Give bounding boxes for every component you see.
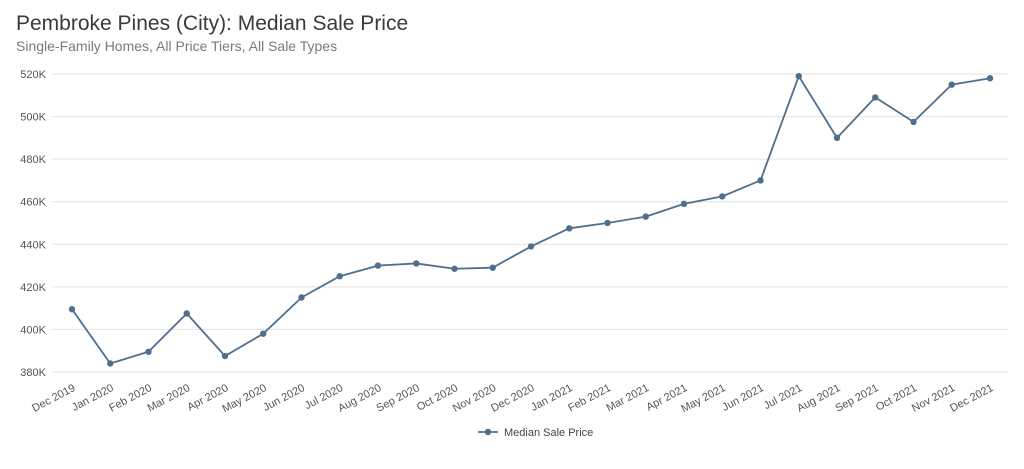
data-point bbox=[336, 273, 343, 280]
data-point bbox=[680, 200, 688, 208]
x-tick-label: Feb 2020 bbox=[107, 382, 154, 414]
legend-label: Median Sale Price bbox=[504, 427, 593, 439]
data-point bbox=[298, 294, 305, 301]
data-point bbox=[413, 260, 420, 267]
y-tick-label: 500K bbox=[20, 112, 46, 124]
x-tick-label: Feb 2021 bbox=[566, 382, 613, 414]
x-tick-label: Aug 2021 bbox=[795, 382, 842, 415]
x-tick-label: Dec 2020 bbox=[489, 382, 536, 415]
x-tick-label: Mar 2021 bbox=[604, 382, 651, 414]
data-point bbox=[642, 213, 649, 220]
data-point bbox=[757, 177, 764, 184]
data-point bbox=[489, 264, 496, 271]
data-point bbox=[566, 225, 573, 232]
series-line-median-sale-price bbox=[71, 75, 991, 365]
x-tick-label: Jun 2021 bbox=[720, 382, 766, 414]
data-point bbox=[833, 134, 841, 142]
legend-marker bbox=[484, 428, 492, 436]
x-tick-label: Dec 2019 bbox=[30, 382, 77, 415]
data-point bbox=[872, 94, 879, 101]
data-point bbox=[451, 265, 458, 272]
data-point bbox=[986, 75, 994, 82]
x-tick-label: Mar 2020 bbox=[145, 382, 192, 414]
x-tick-label: May 2020 bbox=[220, 382, 268, 415]
x-tick-label: May 2021 bbox=[679, 382, 727, 415]
data-point bbox=[183, 310, 190, 317]
x-tick-label: Sep 2021 bbox=[833, 382, 880, 415]
data-point bbox=[604, 219, 611, 227]
y-tick-label: 400K bbox=[20, 324, 46, 336]
data-point bbox=[795, 72, 802, 80]
y-tick-label: 380K bbox=[20, 367, 46, 379]
x-tick-label: Jun 2020 bbox=[261, 382, 307, 414]
data-point bbox=[68, 306, 76, 313]
x-tick-label: Nov 2020 bbox=[451, 382, 498, 415]
y-tick-label: 520K bbox=[20, 69, 46, 81]
data-point bbox=[374, 262, 382, 269]
y-tick-label: 460K bbox=[20, 197, 46, 209]
y-tick-label: 440K bbox=[20, 239, 46, 251]
data-point bbox=[107, 360, 114, 367]
chart-title: Pembroke Pines (City): Median Sale Price bbox=[16, 12, 409, 35]
x-tick-label: Nov 2021 bbox=[910, 382, 957, 415]
chart-subtitle: Single-Family Homes, All Price Tiers, Al… bbox=[16, 38, 338, 54]
data-point bbox=[221, 352, 229, 360]
x-tick-label: Jan 2020 bbox=[70, 382, 116, 414]
x-tick-label: Dec 2021 bbox=[948, 382, 995, 415]
data-point bbox=[719, 193, 726, 200]
y-tick-label: 480K bbox=[20, 154, 46, 166]
data-point bbox=[260, 330, 267, 337]
y-tick-label: 420K bbox=[20, 282, 46, 294]
data-point bbox=[145, 348, 152, 355]
x-tick-label: Aug 2020 bbox=[336, 382, 383, 415]
data-point bbox=[948, 81, 955, 88]
data-point bbox=[910, 118, 917, 126]
data-point bbox=[527, 243, 535, 250]
x-tick-label: Sep 2020 bbox=[374, 382, 421, 415]
x-tick-label: Jan 2021 bbox=[529, 382, 575, 414]
